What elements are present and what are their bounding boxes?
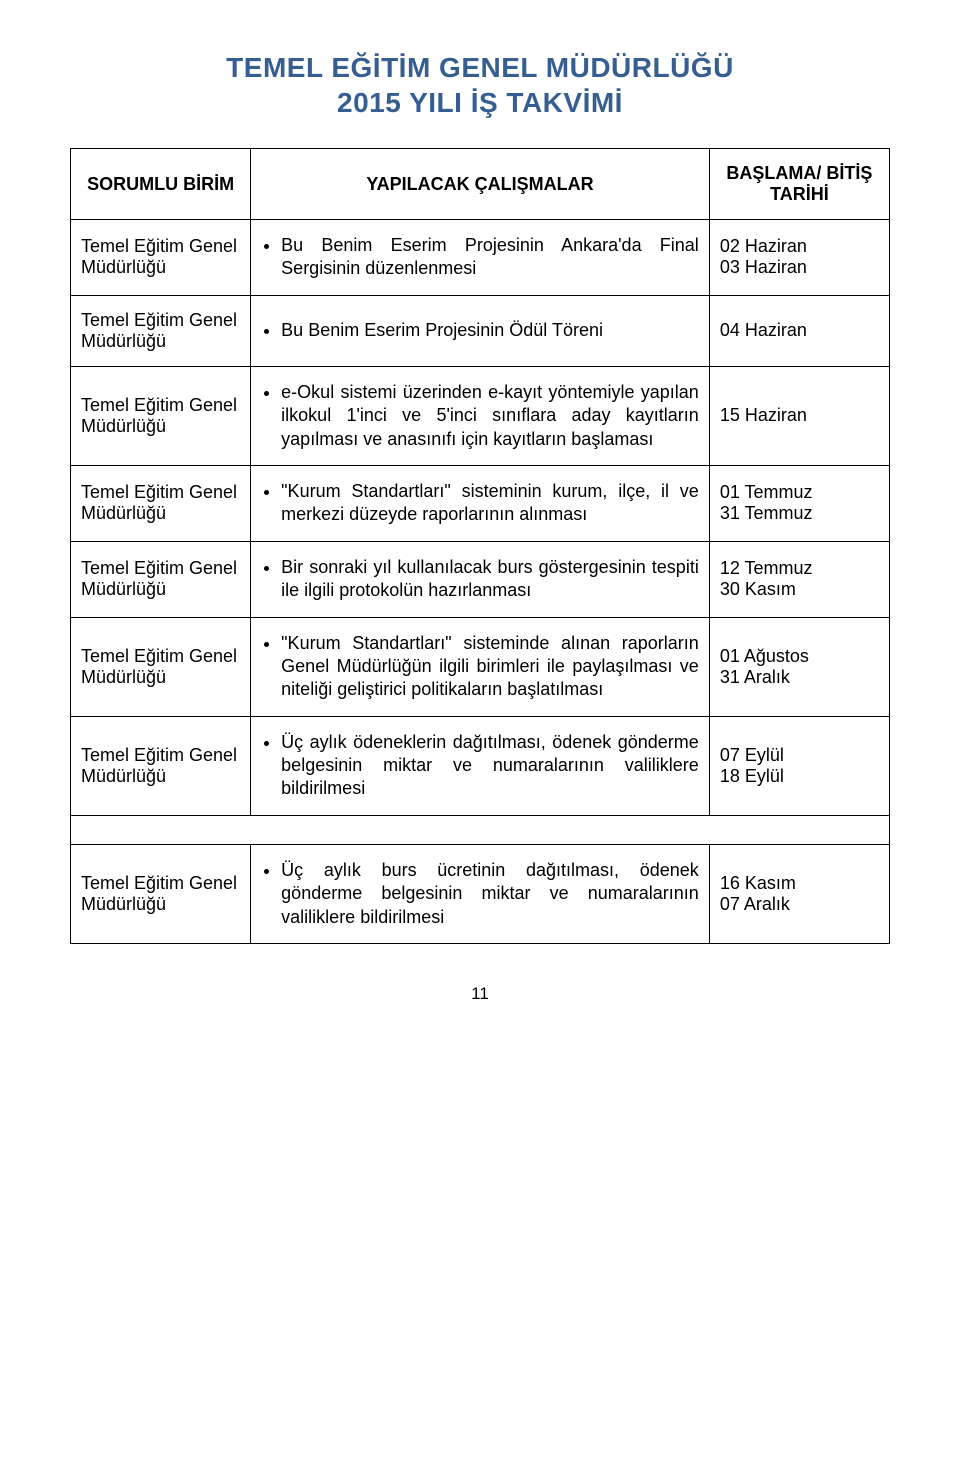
header-date: BAŞLAMA/ BİTİŞ TARİHİ (709, 149, 889, 220)
cell-work: Bu Benim Eserim Projesinin Ankara'da Fin… (251, 220, 710, 296)
cell-unit: Temel Eğitim Genel Müdürlüğü (71, 617, 251, 716)
work-item: e-Okul sistemi üzerinden e-kayıt yöntemi… (281, 381, 699, 451)
cell-unit: Temel Eğitim Genel Müdürlüğü (71, 844, 251, 943)
table-body: Temel Eğitim Genel Müdürlüğü Bu Benim Ese… (71, 220, 890, 944)
cell-unit: Temel Eğitim Genel Müdürlüğü (71, 541, 251, 617)
table-row: Temel Eğitim Genel Müdürlüğü e-Okul siste… (71, 366, 890, 465)
page-number: 11 (70, 984, 890, 1004)
table-header-row: SORUMLU BİRİM YAPILACAK ÇALIŞMALAR BAŞLA… (71, 149, 890, 220)
cell-unit: Temel Eğitim Genel Müdürlüğü (71, 295, 251, 366)
cell-date: 15 Haziran (709, 366, 889, 465)
cell-date: 04 Haziran (709, 295, 889, 366)
work-list: Bir sonraki yıl kullanılacak burs göster… (261, 556, 699, 603)
work-item: "Kurum Standartları" sisteminin kurum, i… (281, 480, 699, 527)
cell-work: Üç aylık burs ücretinin dağıtılması, öde… (251, 844, 710, 943)
cell-date: 02 Haziran03 Haziran (709, 220, 889, 296)
work-item: Bu Benim Eserim Projesinin Ankara'da Fin… (281, 234, 699, 281)
cell-unit: Temel Eğitim Genel Müdürlüğü (71, 366, 251, 465)
work-list: Bu Benim Eserim Projesinin Ankara'da Fin… (261, 234, 699, 281)
work-list: e-Okul sistemi üzerinden e-kayıt yöntemi… (261, 381, 699, 451)
table-row: Temel Eğitim Genel Müdürlüğü Üç aylık öde… (71, 716, 890, 815)
work-item: Bir sonraki yıl kullanılacak burs göster… (281, 556, 699, 603)
table-row: Temel Eğitim Genel Müdürlüğü "Kurum Stand… (71, 465, 890, 541)
work-item: "Kurum Standartları" sisteminde alınan r… (281, 632, 699, 702)
cell-work: Üç aylık ödeneklerin dağıtılması, ödenek… (251, 716, 710, 815)
cell-work: "Kurum Standartları" sisteminde alınan r… (251, 617, 710, 716)
title-line-2: 2015 YILI İŞ TAKVİMİ (70, 85, 890, 120)
work-list: "Kurum Standartları" sisteminde alınan r… (261, 632, 699, 702)
work-list: Üç aylık ödeneklerin dağıtılması, ödenek… (261, 731, 699, 801)
cell-unit: Temel Eğitim Genel Müdürlüğü (71, 716, 251, 815)
work-item: Bu Benim Eserim Projesinin Ödül Töreni (281, 319, 699, 342)
work-list: Bu Benim Eserim Projesinin Ödül Töreni (261, 319, 699, 342)
work-list: Üç aylık burs ücretinin dağıtılması, öde… (261, 859, 699, 929)
cell-work: e-Okul sistemi üzerinden e-kayıt yöntemi… (251, 366, 710, 465)
header-unit: SORUMLU BİRİM (71, 149, 251, 220)
cell-date: 16 Kasım07 Aralık (709, 844, 889, 943)
document-page: TEMEL EĞİTİM GENEL MÜDÜRLÜĞÜ 2015 YILI İ… (0, 0, 960, 1044)
spacer-row (71, 815, 890, 844)
table-row: Temel Eğitim Genel Müdürlüğü Üç aylık bur… (71, 844, 890, 943)
cell-date: 01 Ağustos31 Aralık (709, 617, 889, 716)
schedule-table: SORUMLU BİRİM YAPILACAK ÇALIŞMALAR BAŞLA… (70, 148, 890, 944)
work-item: Üç aylık ödeneklerin dağıtılması, ödenek… (281, 731, 699, 801)
cell-date: 12 Temmuz30 Kasım (709, 541, 889, 617)
table-row: Temel Eğitim Genel Müdürlüğü Bir sonraki … (71, 541, 890, 617)
cell-work: "Kurum Standartları" sisteminin kurum, i… (251, 465, 710, 541)
work-item: Üç aylık burs ücretinin dağıtılması, öde… (281, 859, 699, 929)
cell-date: 07 Eylül18 Eylül (709, 716, 889, 815)
header-work: YAPILACAK ÇALIŞMALAR (251, 149, 710, 220)
table-row: Temel Eğitim Genel Müdürlüğü Bu Benim Ese… (71, 220, 890, 296)
cell-unit: Temel Eğitim Genel Müdürlüğü (71, 220, 251, 296)
table-row: Temel Eğitim Genel Müdürlüğü Bu Benim Ese… (71, 295, 890, 366)
table-row: Temel Eğitim Genel Müdürlüğü "Kurum Stand… (71, 617, 890, 716)
cell-date: 01 Temmuz31 Temmuz (709, 465, 889, 541)
cell-work: Bu Benim Eserim Projesinin Ödül Töreni (251, 295, 710, 366)
cell-work: Bir sonraki yıl kullanılacak burs göster… (251, 541, 710, 617)
title-line-1: TEMEL EĞİTİM GENEL MÜDÜRLÜĞÜ (70, 50, 890, 85)
cell-unit: Temel Eğitim Genel Müdürlüğü (71, 465, 251, 541)
title-block: TEMEL EĞİTİM GENEL MÜDÜRLÜĞÜ 2015 YILI İ… (70, 50, 890, 120)
work-list: "Kurum Standartları" sisteminin kurum, i… (261, 480, 699, 527)
